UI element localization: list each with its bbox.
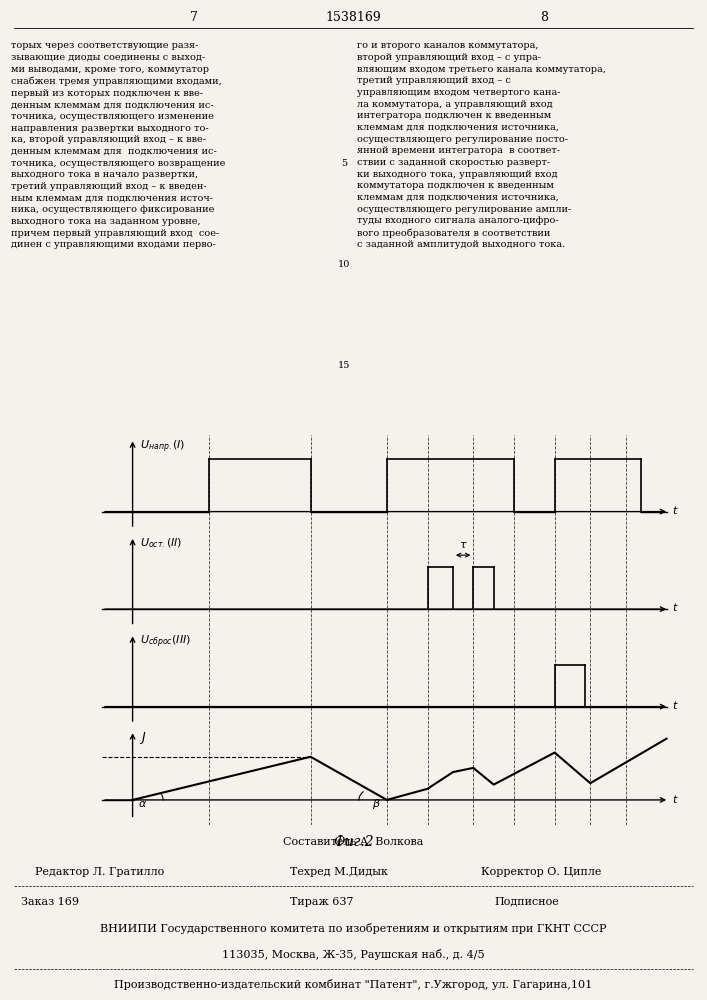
Text: 7: 7 xyxy=(190,11,199,24)
Text: $U_{напр.}(I)$: $U_{напр.}(I)$ xyxy=(140,438,186,455)
Text: Техред М.Дидык: Техред М.Дидык xyxy=(290,867,387,877)
Text: $\tau$: $\tau$ xyxy=(459,540,467,550)
Text: $\alpha$: $\alpha$ xyxy=(138,799,147,809)
Text: го и второго каналов коммутатора,
второй управляющий вход – с упра-
вляющим вход: го и второго каналов коммутатора, второй… xyxy=(357,41,606,249)
Text: 15: 15 xyxy=(338,361,351,370)
Text: Подписное: Подписное xyxy=(495,897,560,907)
Text: $J$: $J$ xyxy=(139,730,146,746)
Text: $U_{ост.}(II)$: $U_{ост.}(II)$ xyxy=(140,536,182,550)
Text: Составитель А. Волкова: Составитель А. Волкова xyxy=(284,837,423,847)
Text: Тираж 637: Тираж 637 xyxy=(290,897,354,907)
Text: Производственно-издательский комбинат "Патент", г.Ужгород, ул. Гагарина,101: Производственно-издательский комбинат "П… xyxy=(115,979,592,990)
Text: $t$: $t$ xyxy=(672,504,678,516)
Text: Редактор Л. Гратилло: Редактор Л. Гратилло xyxy=(35,867,165,877)
Text: 10: 10 xyxy=(338,260,351,269)
Text: торых через соответствующие разя-
зывающие диоды соединены с выход-
ми выводами,: торых через соответствующие разя- зывающ… xyxy=(11,41,225,249)
Text: $t$: $t$ xyxy=(672,699,678,711)
Text: $t$: $t$ xyxy=(672,601,678,613)
Text: Корректор О. Ципле: Корректор О. Ципле xyxy=(481,867,601,877)
Text: 1538169: 1538169 xyxy=(326,11,381,24)
Text: $t$: $t$ xyxy=(672,793,678,805)
Text: ВНИИПИ Государственного комитета по изобретениям и открытиям при ГКНТ СССР: ВНИИПИ Государственного комитета по изоб… xyxy=(100,923,607,934)
Text: 113035, Москва, Ж-35, Раушская наб., д. 4/5: 113035, Москва, Ж-35, Раушская наб., д. … xyxy=(222,949,485,960)
Text: $\beta$: $\beta$ xyxy=(372,797,380,811)
Text: 5: 5 xyxy=(341,159,347,168)
Text: Фиг.2: Фиг.2 xyxy=(333,835,374,849)
Text: Заказ 169: Заказ 169 xyxy=(21,897,79,907)
Text: 8: 8 xyxy=(540,11,549,24)
Text: $U_{сброс}(III)$: $U_{сброс}(III)$ xyxy=(140,633,192,650)
